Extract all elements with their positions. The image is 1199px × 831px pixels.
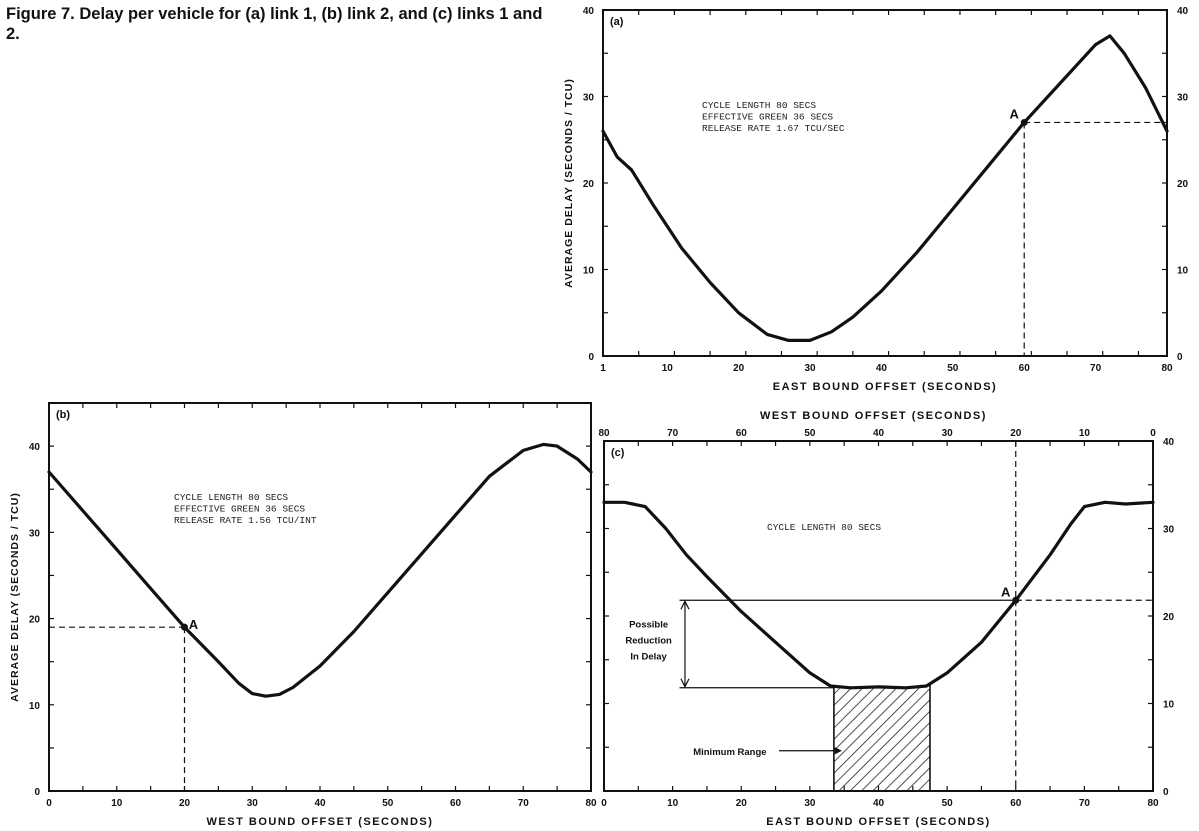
top-x-tick-label-c: 50 (804, 428, 816, 439)
x-tick-label-b: 80 (585, 798, 597, 809)
point-a-label-b: A (189, 617, 199, 632)
annotation-text-b: RELEASE RATE 1.56 TCU/INT (174, 515, 317, 526)
x-tick-label-b: 50 (382, 798, 394, 809)
y-tick-label-b: 40 (29, 442, 41, 453)
right-y-tick-label-a: 20 (1177, 179, 1189, 190)
figure-caption: Figure 7. Delay per vehicle for (a) link… (6, 5, 543, 43)
reduction-arrow-head-bottom (680, 678, 690, 689)
x-tick-label-b: 60 (450, 798, 462, 809)
x-tick-label-c: 30 (804, 798, 816, 809)
panel-label-a: (a) (610, 16, 624, 28)
x-tick-label-a: 30 (804, 363, 816, 374)
x-tick-label-c: 80 (1147, 798, 1159, 809)
minimum-range-label: Minimum Range (693, 747, 766, 758)
delay-curve-c (602, 500, 1155, 690)
top-x-axis-title-c: WEST BOUND OFFSET (SECONDS) (760, 410, 987, 422)
annotation-text-a: CYCLE LENGTH 80 SECS (702, 100, 816, 111)
right-y-tick-label-a: 40 (1177, 6, 1189, 17)
chart-panel-a: 1 10 20 30 40 50 60 70 80 0 10 20 30 40 0 10 20 30 40 EAST … (563, 6, 1189, 393)
right-y-tick-label-c: 10 (1163, 700, 1175, 711)
x-tick-label-c: 0 (601, 798, 607, 809)
point-a-label-c: A (1001, 584, 1011, 599)
x-tick-label-a: 50 (947, 363, 959, 374)
annotation-text-b: EFFECTIVE GREEN 36 SECS (174, 504, 305, 515)
annotation-text-c: CYCLE LENGTH 80 SECS (767, 522, 881, 533)
top-x-tick-label-c: 70 (667, 428, 679, 439)
x-tick-label-a: 20 (733, 363, 745, 374)
minimum-range-hatch (833, 682, 931, 792)
point-a-marker-a (1020, 118, 1028, 126)
top-x-tick-label-c: 10 (1079, 428, 1091, 439)
x-tick-label-b: 30 (247, 798, 259, 809)
chart-panel-b: 0 10 20 30 40 50 60 70 80 0 10 20 30 40 WEST BOUND OFF… (9, 402, 597, 828)
y-axis-title-a: AVERAGE DELAY (SECONDS / TCU) (563, 78, 575, 288)
x-tick-label-a: 80 (1161, 363, 1173, 374)
right-y-tick-label-c: 20 (1163, 612, 1175, 623)
y-axis-title-b: AVERAGE DELAY (SECONDS / TCU) (9, 492, 21, 702)
x-tick-label-b: 70 (518, 798, 530, 809)
x-axis-title-c: EAST BOUND OFFSET (SECONDS) (766, 816, 990, 828)
y-tick-label-b: 20 (29, 615, 41, 626)
minimum-range-arrow-head (834, 747, 842, 755)
reduction-arrow-head-top (680, 599, 690, 610)
reduction-label: Possible (629, 619, 668, 630)
y-tick-label-a: 10 (583, 266, 595, 277)
reduction-label: In Delay (630, 651, 667, 662)
y-tick-label-a: 0 (588, 352, 594, 363)
x-tick-label-c: 70 (1079, 798, 1091, 809)
x-tick-label-a: 1 (600, 363, 606, 374)
annotation-text-a: RELEASE RATE 1.67 TCU/SEC (702, 123, 845, 134)
x-tick-label-c: 50 (942, 798, 954, 809)
right-y-tick-label-c: 30 (1163, 525, 1175, 536)
right-y-tick-label-a: 10 (1177, 266, 1189, 277)
x-tick-label-a: 40 (876, 363, 888, 374)
annotation-text-a: EFFECTIVE GREEN 36 SECS (702, 112, 833, 123)
delay-curve-b (47, 442, 593, 698)
reduction-label: Reduction (625, 635, 672, 646)
x-tick-label-a: 10 (662, 363, 674, 374)
top-x-tick-label-c: 30 (942, 428, 954, 439)
right-y-tick-label-c: 0 (1163, 787, 1169, 798)
delay-curve-a (601, 34, 1169, 342)
x-tick-label-c: 20 (736, 798, 748, 809)
annotation-text-b: CYCLE LENGTH 80 SECS (174, 492, 288, 503)
panel-label-b: (b) (56, 409, 70, 421)
x-tick-label-c: 40 (873, 798, 885, 809)
point-a-label-a: A (1010, 106, 1020, 121)
x-tick-label-a: 60 (1019, 363, 1031, 374)
plot-frame-a (602, 9, 1168, 357)
y-tick-label-b: 30 (29, 528, 41, 539)
chart-panel-c: 0 10 20 30 40 50 60 70 80 0 10 20 30 40 80 70 60 50 40 30 20… (598, 410, 1174, 828)
panel-label-c: (c) (611, 447, 625, 459)
top-x-tick-label-c: 20 (1010, 428, 1022, 439)
right-y-tick-label-a: 0 (1177, 352, 1183, 363)
point-a-marker-c (1012, 596, 1020, 604)
x-tick-label-b: 10 (111, 798, 123, 809)
right-y-tick-label-a: 30 (1177, 93, 1189, 104)
x-tick-label-b: 20 (179, 798, 191, 809)
x-tick-label-b: 40 (314, 798, 326, 809)
top-x-tick-label-c: 40 (873, 428, 885, 439)
point-a-marker-b (181, 623, 188, 631)
right-y-tick-label-c: 40 (1163, 437, 1175, 448)
y-tick-label-b: 0 (34, 787, 40, 798)
x-axis-title-a: EAST BOUND OFFSET (SECONDS) (773, 381, 997, 393)
top-x-tick-label-c: 0 (1150, 428, 1156, 439)
y-tick-label-a: 40 (583, 6, 595, 17)
x-tick-label-c: 60 (1010, 798, 1022, 809)
x-tick-label-b: 0 (46, 798, 52, 809)
top-x-tick-label-c: 60 (736, 428, 748, 439)
y-tick-label-b: 10 (29, 701, 41, 712)
x-tick-label-c: 10 (667, 798, 679, 809)
y-tick-label-a: 20 (583, 179, 595, 190)
y-tick-label-a: 30 (583, 93, 595, 104)
x-tick-label-a: 70 (1090, 363, 1102, 374)
top-x-tick-label-c: 80 (598, 428, 610, 439)
x-axis-title-b: WEST BOUND OFFSET (SECONDS) (207, 816, 434, 828)
